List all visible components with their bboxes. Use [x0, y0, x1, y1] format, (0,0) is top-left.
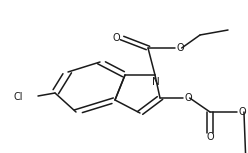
- Text: O: O: [176, 43, 184, 53]
- Text: O: O: [184, 93, 192, 103]
- Text: O: O: [239, 107, 246, 117]
- Text: O: O: [113, 33, 120, 43]
- Text: O: O: [206, 132, 214, 142]
- Text: N: N: [152, 76, 160, 87]
- Text: Cl: Cl: [13, 92, 23, 102]
